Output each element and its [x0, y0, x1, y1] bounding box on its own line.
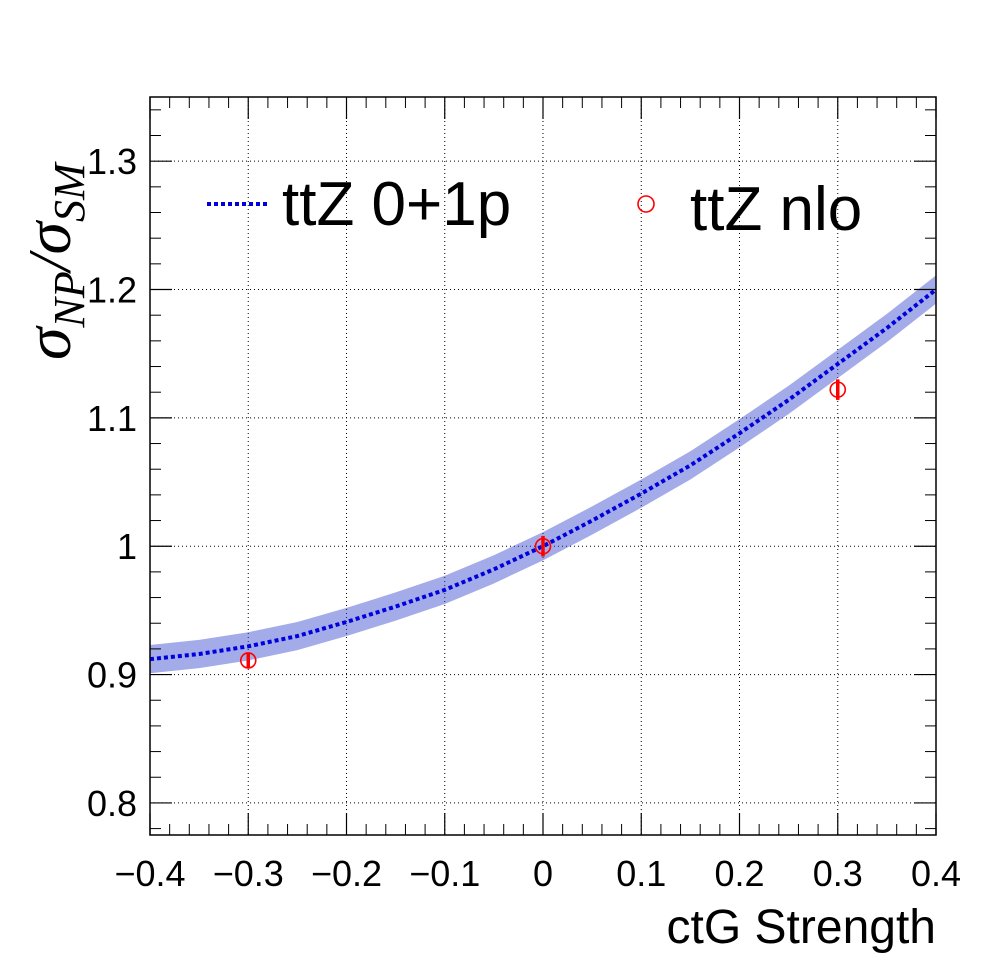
- x-tick-label: 0.3: [813, 853, 863, 894]
- x-tick-label: 0: [533, 853, 553, 894]
- series-2-point: [239, 652, 257, 669]
- x-tick-label: −0.2: [311, 853, 382, 894]
- y-tick-label: 1.1: [87, 398, 137, 439]
- y-tick-label: 1.2: [87, 270, 137, 311]
- series-1-line: [149, 287, 938, 662]
- y-title-sym1: σ: [12, 325, 85, 360]
- line-layer: [149, 287, 938, 662]
- y-title-sub2: SM: [45, 161, 94, 222]
- y-tick-label: 0.9: [87, 655, 137, 696]
- series-2-point: [534, 537, 552, 555]
- legend-label-series-1: ttZ 0+1p: [282, 170, 511, 239]
- x-tick-label: −0.1: [409, 853, 480, 894]
- series-2-point: [829, 381, 847, 398]
- y-tick-label: 1: [117, 526, 137, 567]
- y-tick-label: 0.8: [87, 783, 137, 824]
- x-axis-title: ctG Strength: [667, 901, 936, 954]
- y-tick-label: 1.3: [87, 141, 137, 182]
- x-tick-label: 0.1: [616, 853, 666, 894]
- x-tick-label: 0.4: [911, 853, 961, 894]
- legend-circle-marker: [637, 195, 655, 213]
- points-layer: [239, 379, 847, 669]
- x-tick-label: −0.4: [114, 853, 185, 894]
- y-axis-title: σNP/σSM: [12, 161, 94, 360]
- legend: ttZ 0+1p ttZ nlo: [207, 170, 862, 244]
- x-tick-label: 0.2: [714, 853, 764, 894]
- x-tick-label: −0.3: [213, 853, 284, 894]
- y-tick-labels: 0.8 0.9 1 1.1 1.2 1.3: [87, 141, 137, 824]
- ticks: [149, 97, 937, 835]
- y-title-sym2: σ: [12, 220, 85, 255]
- legend-label-series-2: ttZ nlo: [690, 175, 862, 244]
- y-title-sub1: NP: [45, 271, 94, 328]
- x-tick-labels: −0.4 −0.3 −0.2 −0.1 0 0.1 0.2 0.3 0.4: [114, 853, 961, 894]
- svg-text:σNP/σSM: σNP/σSM: [12, 161, 94, 360]
